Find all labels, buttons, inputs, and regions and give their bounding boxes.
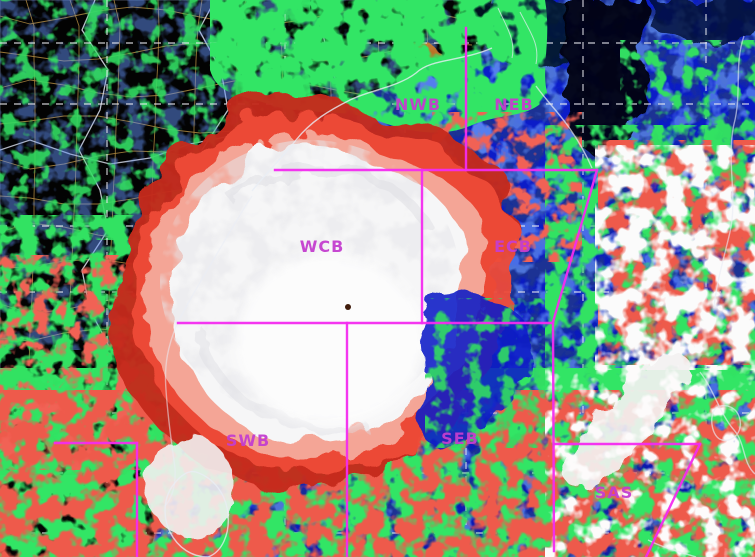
sea-region-label-ecb: ECB [494, 237, 532, 256]
sea-region-label-sas: SAS [595, 483, 633, 502]
region-boundary-line [551, 168, 599, 324]
sea-region-label-neb: NEB [494, 95, 534, 114]
coastline-myanmar-upper [535, 85, 593, 169]
region-boundary-line [644, 442, 702, 557]
storm-center-marker [345, 304, 351, 310]
sea-region-label-wcb: WCB [300, 237, 345, 256]
region-boundary-line [551, 320, 556, 553]
river-lines-bangladesh [497, 7, 538, 65]
cyclone [112, 93, 545, 498]
storm-center [345, 304, 351, 310]
coastline-myanmar-east [713, 35, 745, 309]
sea-region-label-nwb: NWB [395, 95, 441, 114]
coastline-sri-lanka [164, 470, 229, 557]
white-cloud-blob-southwest [146, 434, 236, 538]
sea-region-label-seb: SEB [441, 429, 479, 448]
sea-region-boundaries [53, 26, 702, 557]
coastline-head-of-bay [251, 47, 493, 192]
sea-region-labels: NWB NEB WCB ECB SWB SEB SAS [226, 95, 633, 502]
coastline-overlay [164, 7, 755, 557]
white-cloud-cluster-east [595, 145, 755, 370]
coastline-southeast-india [164, 195, 253, 507]
sea-region-label-swb: SWB [226, 431, 270, 450]
cyclone-bright-core [235, 255, 425, 425]
